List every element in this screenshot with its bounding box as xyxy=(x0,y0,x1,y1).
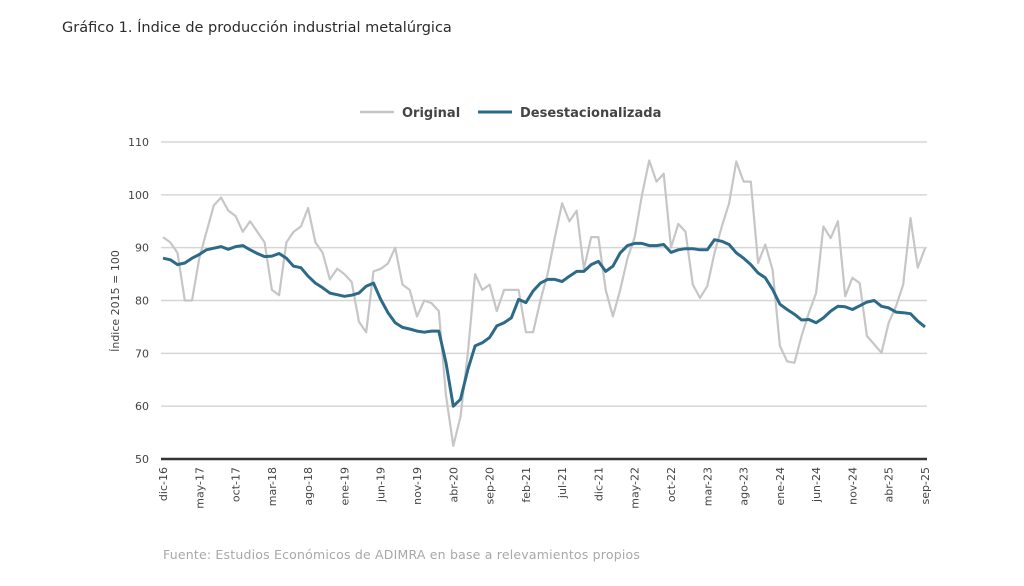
legend-label: Original xyxy=(402,106,460,121)
y-tick-label: 50 xyxy=(135,453,149,466)
x-tick-label: ago-18 xyxy=(302,467,315,506)
x-tick-label: sep-20 xyxy=(484,467,497,504)
x-tick-label: jun-24 xyxy=(810,467,823,503)
x-tick-label: oct-17 xyxy=(230,467,243,502)
y-tick-label: 90 xyxy=(135,242,149,255)
y-tick-label: 100 xyxy=(128,189,149,202)
source-note: Fuente: Estudios Económicos de ADIMRA en… xyxy=(163,547,641,562)
x-tick-label: jul-21 xyxy=(556,467,569,499)
x-tick-label: abr-20 xyxy=(447,467,460,503)
x-tick-label: may-17 xyxy=(193,467,206,509)
x-tick-label: may-22 xyxy=(629,467,642,509)
series-line-original xyxy=(162,159,927,447)
x-tick-label: sep-25 xyxy=(919,467,932,504)
y-tick-label: 80 xyxy=(135,295,149,308)
y-tick-label: 70 xyxy=(135,347,149,360)
chart-title: Gráfico 1. Índice de producción industri… xyxy=(62,20,452,36)
x-tick-label: dic-21 xyxy=(592,467,605,501)
y-tick-label: 60 xyxy=(135,400,149,413)
x-tick-label: mar-18 xyxy=(266,467,279,506)
y-tick-labels: 50 60 70 80 90 100 110 xyxy=(128,136,149,466)
x-tick-label: ene-24 xyxy=(774,467,787,505)
x-tick-label: feb-21 xyxy=(520,467,533,503)
gridlines xyxy=(161,141,927,461)
x-tick-label: nov-24 xyxy=(846,467,859,505)
x-tick-label: jun-19 xyxy=(375,467,388,503)
legend-label: Desestacionalizada xyxy=(520,106,661,121)
x-tick-label: ago-23 xyxy=(738,467,751,506)
x-tick-labels: dic-16 may-17 oct-17 mar-18 ago-18 ene-19 jun-… xyxy=(157,467,932,509)
x-tick-label: nov-19 xyxy=(411,467,424,505)
x-tick-label: ene-19 xyxy=(338,467,351,505)
x-tick-label: dic-16 xyxy=(157,467,170,501)
series-line-desestacionalizada xyxy=(162,238,926,408)
y-axis-label: Índice 2015 = 100 xyxy=(109,250,122,352)
x-tick-label: mar-23 xyxy=(701,467,714,506)
legend: Original Desestacionalizada xyxy=(360,106,661,121)
x-tick-label: oct-22 xyxy=(665,467,678,502)
x-tick-label: abr-25 xyxy=(883,467,896,503)
y-tick-label: 110 xyxy=(128,136,149,149)
series-lines xyxy=(162,159,927,447)
